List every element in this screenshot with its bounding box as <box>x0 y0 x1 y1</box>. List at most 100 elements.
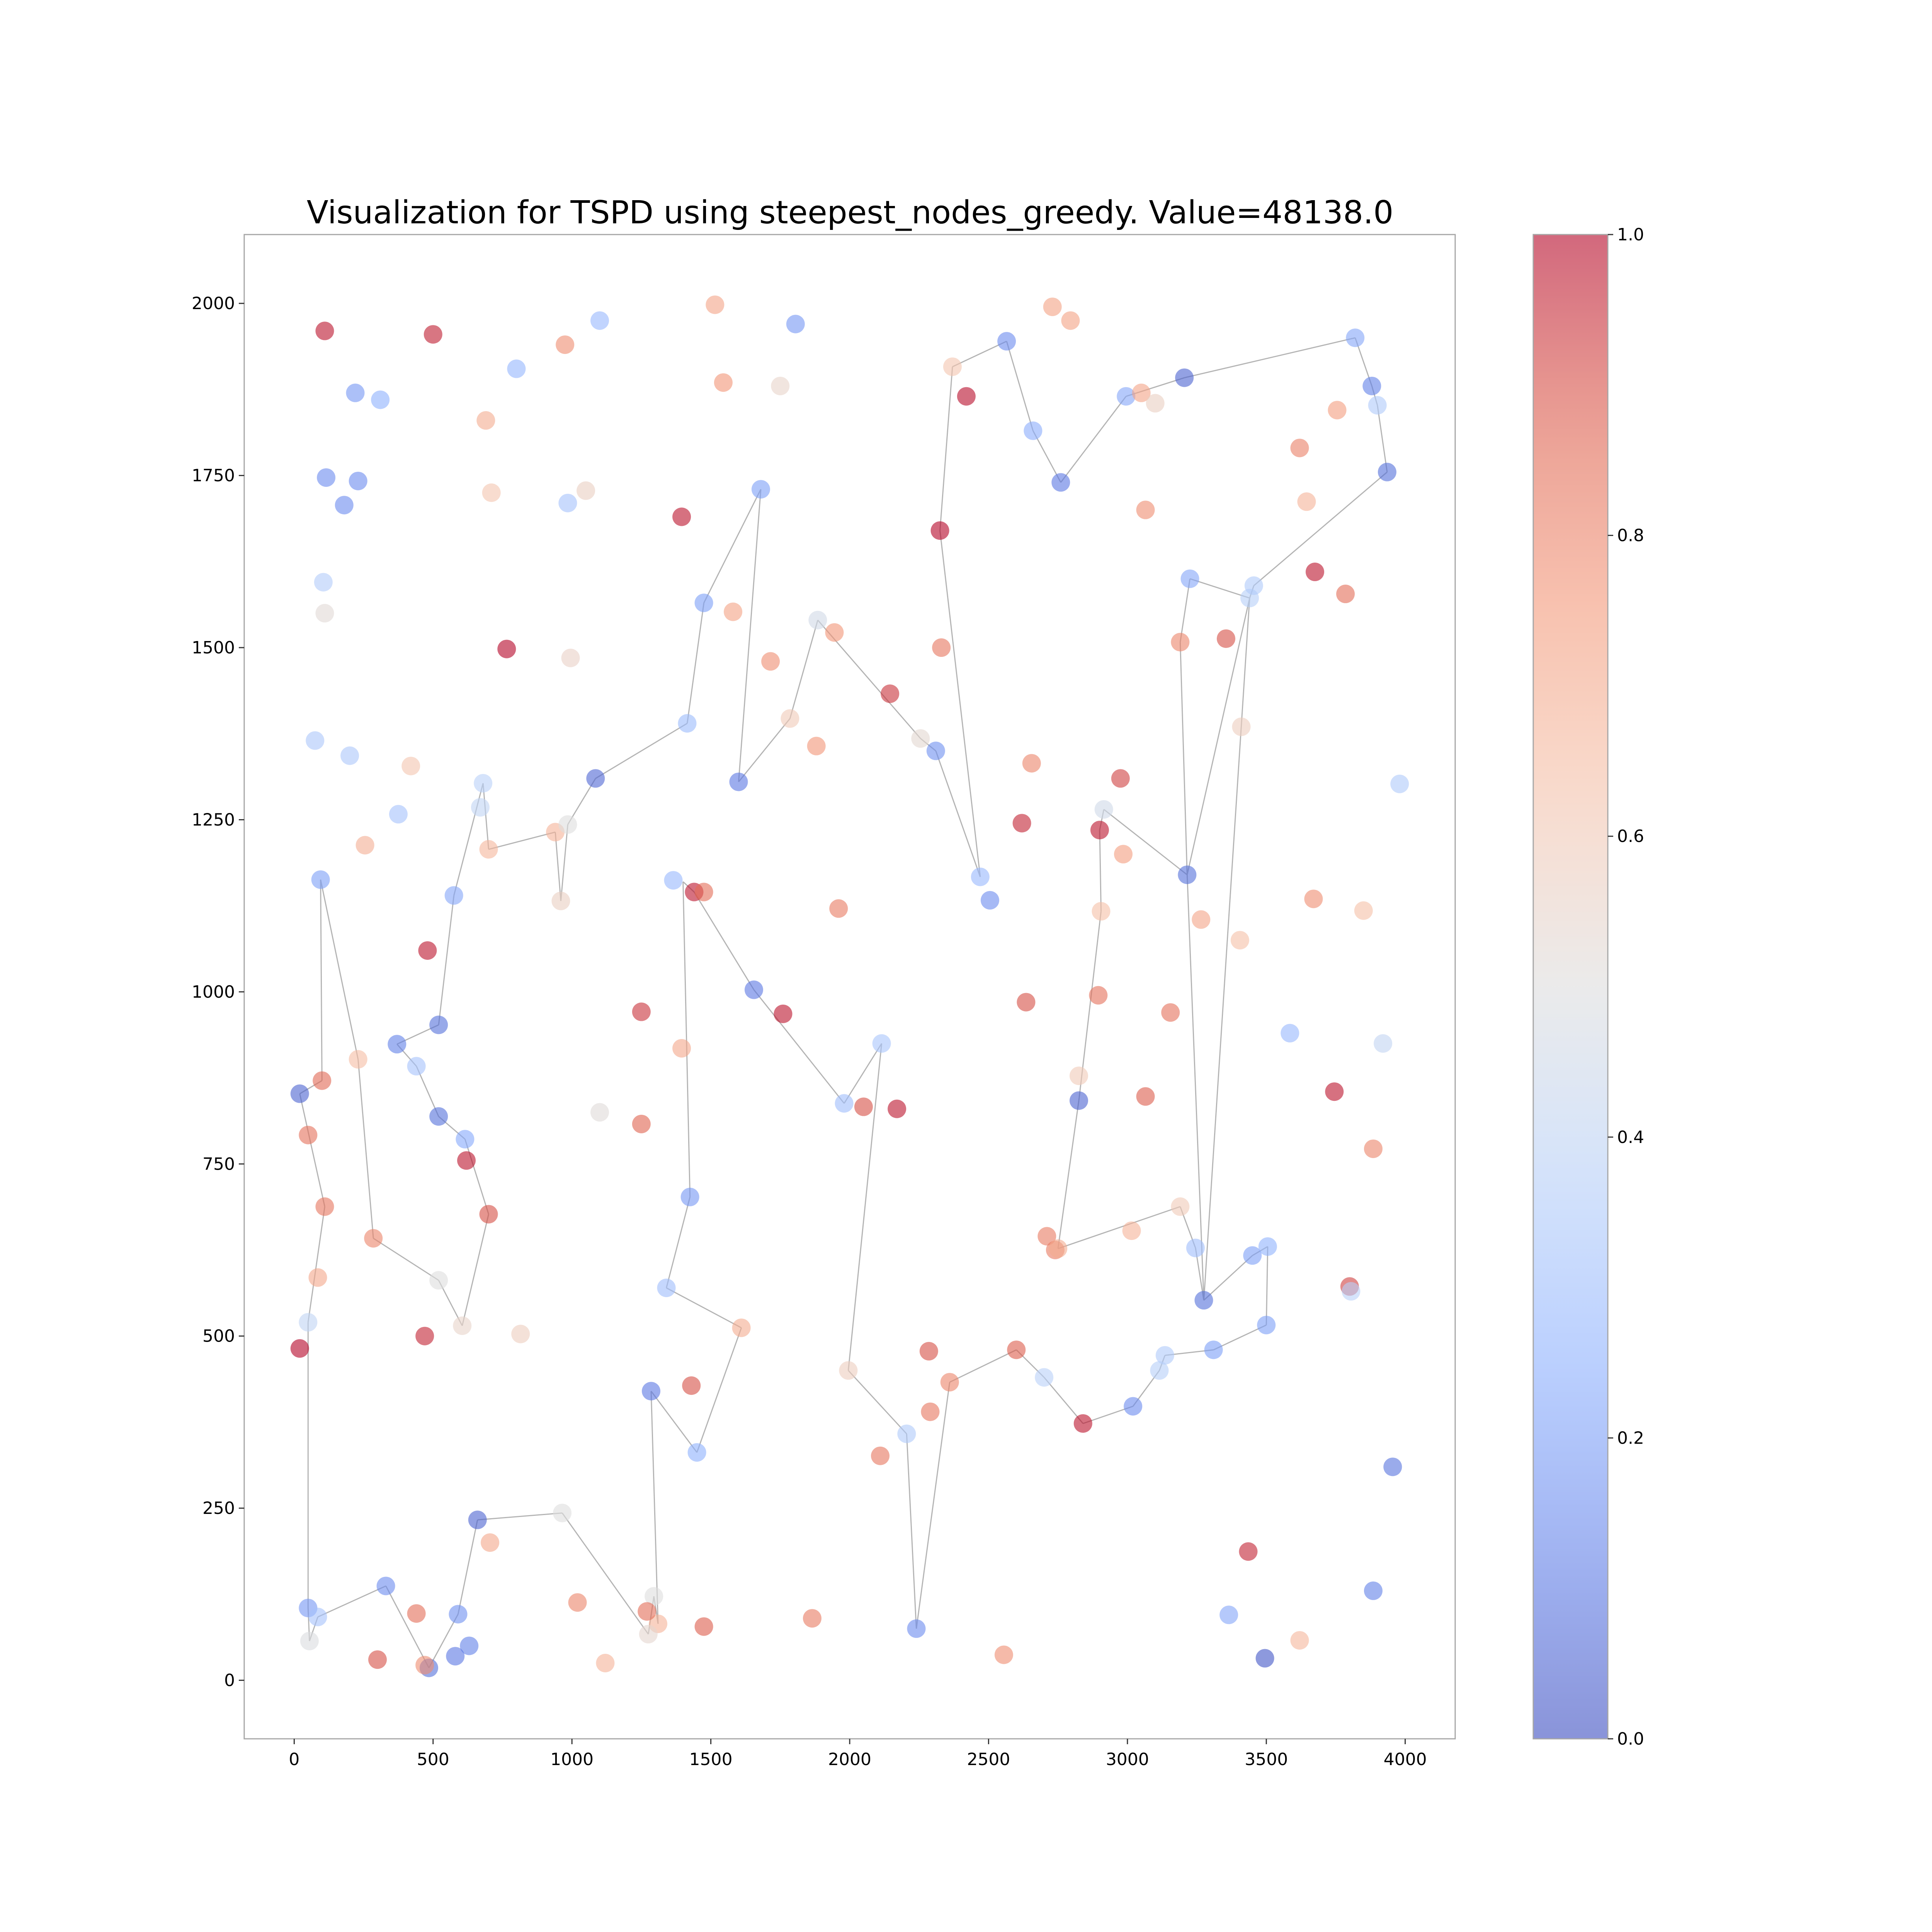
tour-edge <box>1186 874 1204 1301</box>
node-point <box>1290 1631 1309 1650</box>
node-point <box>638 1602 656 1621</box>
node-point <box>511 1325 530 1344</box>
node-point <box>980 891 999 910</box>
tour-edge <box>1058 1206 1180 1249</box>
node-point <box>553 1503 572 1522</box>
node-point <box>453 1316 472 1335</box>
tour-edge <box>320 879 359 1060</box>
tour-edge <box>1060 396 1127 483</box>
node-point <box>694 883 713 901</box>
tour-edge <box>1203 1255 1253 1301</box>
node-point <box>1051 473 1070 492</box>
tour-edge <box>461 1214 490 1326</box>
node-point <box>290 1084 309 1103</box>
node-point <box>407 1057 426 1076</box>
colorbar-tick-label: 1.0 <box>1617 225 1644 245</box>
node-point <box>471 798 490 817</box>
node-point <box>418 941 437 960</box>
node-point <box>839 1361 858 1380</box>
tour-edge <box>694 891 755 990</box>
node-point <box>1232 717 1251 736</box>
node-point <box>1012 814 1031 833</box>
node-point <box>926 742 945 760</box>
colorbar-tick-label: 0.2 <box>1617 1428 1644 1448</box>
node-point <box>368 1650 387 1669</box>
node-point <box>1094 800 1113 819</box>
node-point <box>1290 439 1309 457</box>
node-point <box>306 731 325 750</box>
node-point <box>1132 383 1151 402</box>
tour-edge <box>1265 1247 1269 1325</box>
node-point <box>682 1376 701 1395</box>
node-point <box>1037 1227 1056 1246</box>
tour-edge <box>1006 341 1034 431</box>
node-point <box>1216 629 1235 648</box>
node-point <box>1022 754 1041 773</box>
node-point <box>315 321 334 340</box>
node-point <box>1297 492 1316 511</box>
node-point <box>1017 993 1036 1012</box>
node-point <box>476 411 495 430</box>
tour-edge <box>906 1434 917 1629</box>
node-point <box>1061 311 1080 330</box>
x-tick-label: 2000 <box>828 1750 871 1769</box>
node-point <box>349 1050 367 1069</box>
node-point <box>1049 1239 1068 1258</box>
node-point <box>314 573 333 592</box>
node-point <box>468 1510 487 1529</box>
y-tick-label: 1750 <box>192 466 235 486</box>
node-point <box>1092 902 1111 921</box>
node-point <box>415 1656 434 1675</box>
node-point <box>1325 1082 1344 1101</box>
node-point <box>1257 1316 1276 1335</box>
tour-edge <box>789 620 818 719</box>
node-point <box>907 1619 926 1638</box>
node-point <box>1304 889 1323 908</box>
tour-edge <box>457 1520 478 1614</box>
tour-edge <box>1044 1377 1083 1424</box>
tour-edge <box>935 750 981 877</box>
node-point <box>429 1107 448 1126</box>
tour-edge <box>1057 1100 1080 1249</box>
node-point <box>645 1587 663 1606</box>
node-point <box>957 387 976 406</box>
node-point <box>474 774 493 793</box>
node-point <box>586 769 605 788</box>
node-point <box>1007 1340 1026 1359</box>
node-point <box>1043 298 1062 316</box>
node-point <box>1336 585 1355 604</box>
node-point <box>590 311 609 330</box>
node-point <box>290 1339 309 1358</box>
tour-edge <box>1184 337 1355 379</box>
node-point <box>1155 1346 1174 1365</box>
node-point <box>376 1577 395 1595</box>
node-point <box>1090 821 1109 840</box>
y-tick-label: 250 <box>202 1498 235 1518</box>
x-tick-label: 4000 <box>1384 1750 1427 1769</box>
node-point <box>311 870 330 889</box>
tour-edge <box>373 1238 439 1281</box>
node-point <box>1186 1238 1205 1257</box>
node-point <box>460 1636 479 1655</box>
x-tick-label: 3000 <box>1106 1750 1149 1769</box>
node-point <box>1171 633 1190 651</box>
node-point <box>1146 394 1165 413</box>
node-point <box>930 521 949 540</box>
node-point <box>415 1327 434 1345</box>
node-point <box>1374 1034 1393 1053</box>
node-point <box>364 1229 383 1248</box>
node-point <box>315 1197 334 1216</box>
colorbar-tick-label: 0.4 <box>1617 1128 1644 1147</box>
node-point <box>781 709 799 728</box>
node-point <box>1194 1291 1213 1310</box>
node-point <box>1230 931 1249 950</box>
node-point <box>1111 769 1130 788</box>
node-point <box>997 332 1016 351</box>
node-point <box>308 1268 327 1287</box>
tour-edge <box>952 340 1007 367</box>
node-point <box>761 652 780 671</box>
node-point <box>1219 1605 1238 1624</box>
x-tick-label: 1500 <box>689 1750 733 1769</box>
node-point <box>897 1424 916 1443</box>
